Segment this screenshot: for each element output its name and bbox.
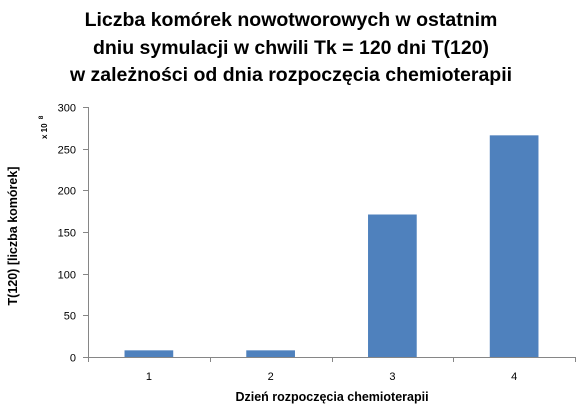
bar (490, 135, 539, 357)
x-axis-label: Dzień rozpoczęcia chemioterapii (235, 390, 428, 404)
chart-title-line-3: w zależności od dnia rozpoczęcia chemiot… (69, 64, 512, 86)
chart-title-line-2: dniu symulacji w chwili Tk = 120 dni T(1… (93, 37, 489, 59)
y-tick-label: 100 (58, 270, 76, 282)
y-tick-label: 0 (70, 353, 76, 365)
x-tick-label: 1 (146, 371, 152, 383)
bar (368, 215, 417, 358)
y-tick-label: 50 (64, 311, 76, 323)
chart-title: Liczba komórek nowotworowych w ostatnim … (69, 9, 512, 86)
bar (125, 350, 174, 357)
y-tick-label: 200 (58, 186, 76, 198)
y-tick-label: 150 (58, 228, 76, 240)
y-tick-label: 300 (58, 103, 76, 115)
x-tick-label: 4 (511, 371, 517, 383)
y-scale-base: x 10 (40, 123, 49, 139)
bar (246, 350, 295, 357)
x-tick-label: 2 (268, 371, 274, 383)
y-scale-exponent: 8 (38, 115, 45, 119)
chart-title-line-1: Liczba komórek nowotworowych w ostatnim (85, 9, 498, 31)
x-tick-label: 3 (389, 371, 395, 383)
y-tick-label: 250 (58, 145, 76, 157)
y-axis-label: T(120) [liczba komórek] (6, 167, 20, 306)
